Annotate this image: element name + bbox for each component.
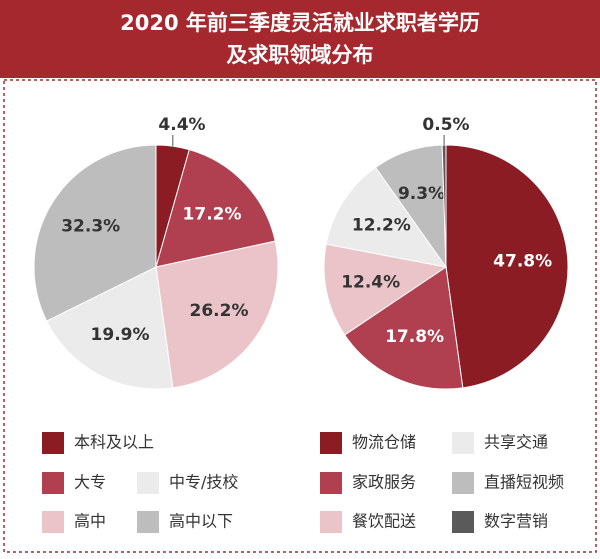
- legend-swatch: [137, 472, 159, 494]
- pie-slice: [323, 243, 448, 336]
- data-label: 47.8%: [493, 252, 552, 272]
- data-label: 4.4%: [158, 115, 205, 135]
- legend-swatch: [320, 511, 342, 533]
- legend-swatch: [42, 511, 64, 533]
- frame: [3, 79, 597, 553]
- legend-label: 数字营销: [484, 512, 548, 531]
- header-band: [0, 0, 600, 78]
- legend-label: 家政服务: [352, 473, 416, 492]
- legend-label: 直播短视频: [484, 473, 564, 492]
- legend-swatch: [137, 511, 159, 533]
- chart-title: 2020 年前三季度灵活就业求职者学历: [120, 11, 480, 35]
- pie-slice: [343, 266, 464, 390]
- pie-slice: [33, 144, 157, 322]
- legend-label: 高中: [74, 512, 106, 531]
- legend-swatch: [452, 511, 474, 533]
- legend-swatch: [42, 472, 64, 494]
- pie-slice: [155, 149, 276, 268]
- data-label: 17.2%: [183, 204, 242, 224]
- data-label: 9.3%: [398, 184, 445, 204]
- legend-label: 餐饮配送: [352, 512, 416, 531]
- pie-slice: [445, 144, 569, 389]
- chart-title: 及求职领域分布: [227, 43, 374, 67]
- legend-label: 共享交通: [484, 433, 548, 452]
- legend-swatch: [42, 432, 64, 454]
- legend-label: 高中以下: [169, 512, 233, 531]
- legend-label: 中专/技校: [169, 473, 238, 492]
- pie-slice: [155, 240, 279, 389]
- legend-swatch: [452, 432, 474, 454]
- legend-swatch: [452, 472, 474, 494]
- data-label: 12.4%: [341, 272, 400, 292]
- legend-label: 物流仓储: [352, 433, 416, 452]
- data-label: 17.8%: [385, 327, 444, 347]
- legend-label: 本科及以上: [74, 433, 154, 452]
- legend-swatch: [320, 432, 342, 454]
- data-label: 12.2%: [352, 215, 411, 235]
- pie-slice: [45, 266, 174, 390]
- data-label: 26.2%: [190, 301, 249, 321]
- pie-slice: [325, 166, 448, 268]
- data-label: 32.3%: [61, 216, 120, 236]
- data-label: 0.5%: [422, 115, 469, 135]
- legend-swatch: [320, 472, 342, 494]
- legend-label: 大专: [74, 473, 106, 492]
- data-label: 19.9%: [91, 325, 150, 345]
